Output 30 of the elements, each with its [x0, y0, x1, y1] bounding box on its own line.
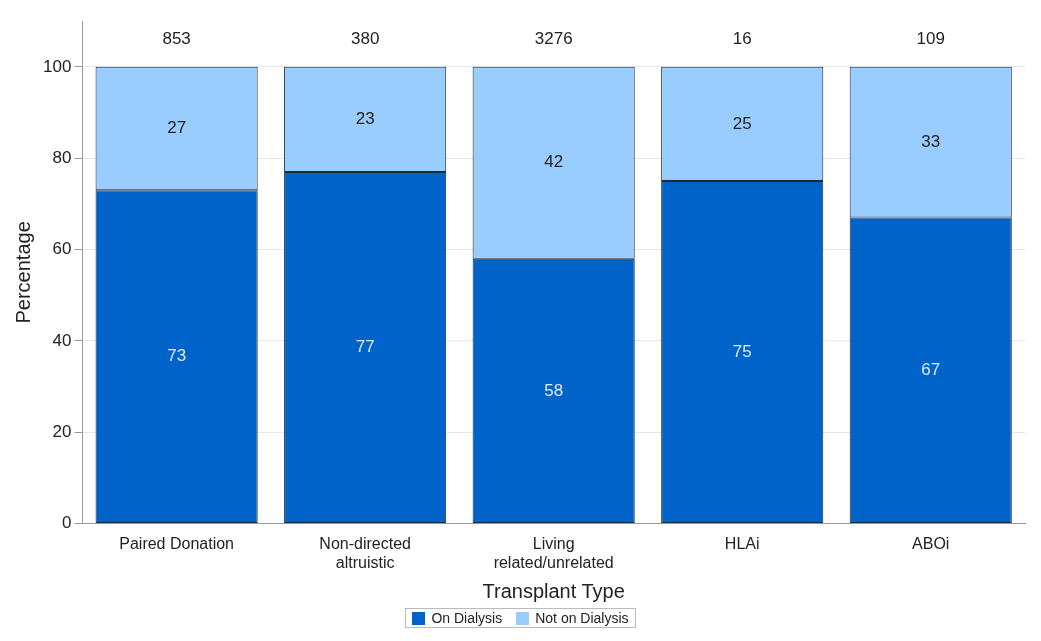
data-label: 73	[167, 346, 187, 366]
data-label: 27	[167, 118, 187, 138]
x-axis-title: Transplant Type	[482, 579, 625, 602]
y-tick-label: 100	[42, 56, 72, 76]
legend-label: Not on Dialysis	[535, 610, 629, 626]
data-label: 42	[544, 152, 564, 172]
y-tick-label: 60	[52, 239, 72, 259]
y-axis-title: Percentage	[11, 221, 34, 324]
x-tick-label: Paired Donation	[119, 534, 234, 552]
annotation: 109	[916, 28, 945, 48]
data-label: 23	[355, 109, 375, 129]
data-label: 67	[921, 360, 941, 380]
annotation: 3276	[534, 28, 573, 48]
legend-label: On Dialysis	[431, 610, 503, 626]
data-label: 77	[355, 337, 375, 357]
annotation: 380	[350, 28, 380, 48]
y-tick-label: 80	[52, 147, 72, 167]
x-tick-label: ABOi	[912, 534, 950, 552]
x-tick-label: Non-directed altruistic	[319, 534, 411, 571]
y-tick-label: 0	[61, 513, 72, 533]
data-label: 25	[732, 113, 752, 133]
annotation: 16	[732, 28, 752, 48]
annotation: 853	[162, 28, 191, 48]
y-tick-label: 40	[52, 330, 72, 350]
data-label: 75	[732, 341, 752, 361]
x-tick-label: Living related/unrelated	[493, 534, 614, 571]
data-label: 58	[544, 380, 564, 400]
y-tick-label: 20	[52, 421, 72, 441]
data-label: 33	[921, 131, 941, 151]
x-tick-label: HLAi	[724, 534, 760, 552]
